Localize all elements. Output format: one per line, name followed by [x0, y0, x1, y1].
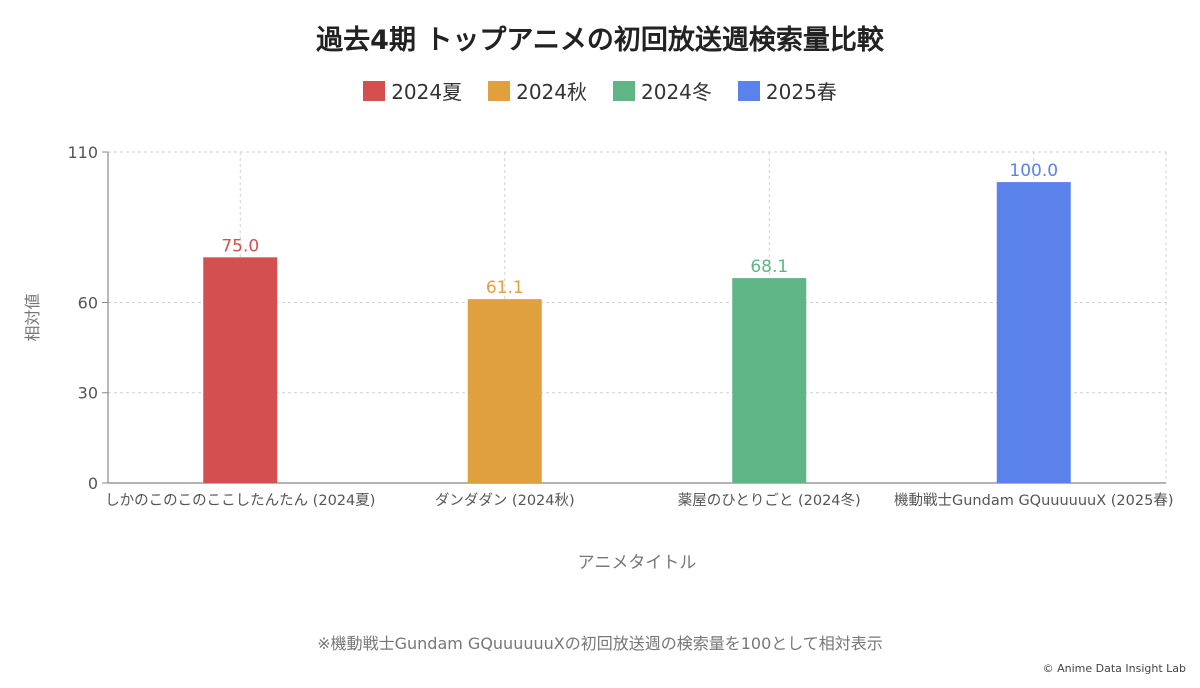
y-tick-label: 110	[67, 143, 98, 162]
legend-swatch	[737, 80, 760, 101]
bar	[732, 278, 807, 483]
y-tick-label: 0	[88, 474, 98, 493]
bar	[203, 257, 278, 483]
legend-swatch	[613, 80, 635, 101]
legend-label: 2024夏	[391, 80, 463, 104]
legend-label: 2025春	[765, 80, 837, 104]
legend-swatch	[488, 80, 511, 101]
copyright: © Anime Data Insight Lab	[1043, 662, 1186, 675]
y-tick-label: 30	[78, 384, 98, 403]
y-axis-label: 相対値	[23, 293, 42, 341]
legend-item: 2025春	[737, 76, 837, 105]
legend-item: 2024秋	[488, 76, 587, 105]
x-tick-label: 機動戦士Gundam GQuuuuuuX (2025春)	[894, 492, 1174, 509]
legend-label: 2024秋	[516, 80, 587, 104]
legend: 2024夏 2024秋 2024冬 2025春	[0, 76, 1200, 105]
x-tick-label: しかのこのこのここしたんたん (2024夏)	[105, 492, 375, 509]
bar	[996, 182, 1071, 483]
bar-value-label: 75.0	[221, 236, 259, 256]
bar-value-label: 61.1	[486, 278, 524, 298]
footnote: ※機動戦士Gundam GQuuuuuuXの初回放送週の検索量を100として相対…	[317, 634, 883, 653]
legend-label: 2024冬	[641, 80, 712, 104]
legend-swatch	[363, 80, 386, 101]
bar-value-label: 100.0	[1009, 161, 1058, 181]
copyright-text: Anime Data Insight Lab	[1057, 662, 1186, 675]
chart-title: 過去4期 トップアニメの初回放送週検索量比較	[316, 25, 884, 56]
x-tick-label: ダンダダン (2024秋)	[435, 492, 575, 509]
y-tick-label: 60	[78, 293, 98, 312]
bar-value-label: 68.1	[750, 257, 788, 277]
bar	[467, 299, 542, 483]
legend-item: 2024冬	[613, 76, 712, 105]
legend-item: 2024夏	[363, 76, 462, 105]
x-axis-label: アニメタイトル	[578, 553, 697, 573]
copyright-icon: ©	[1042, 662, 1054, 675]
x-tick-label: 薬屋のひとりごと (2024冬)	[678, 492, 861, 509]
